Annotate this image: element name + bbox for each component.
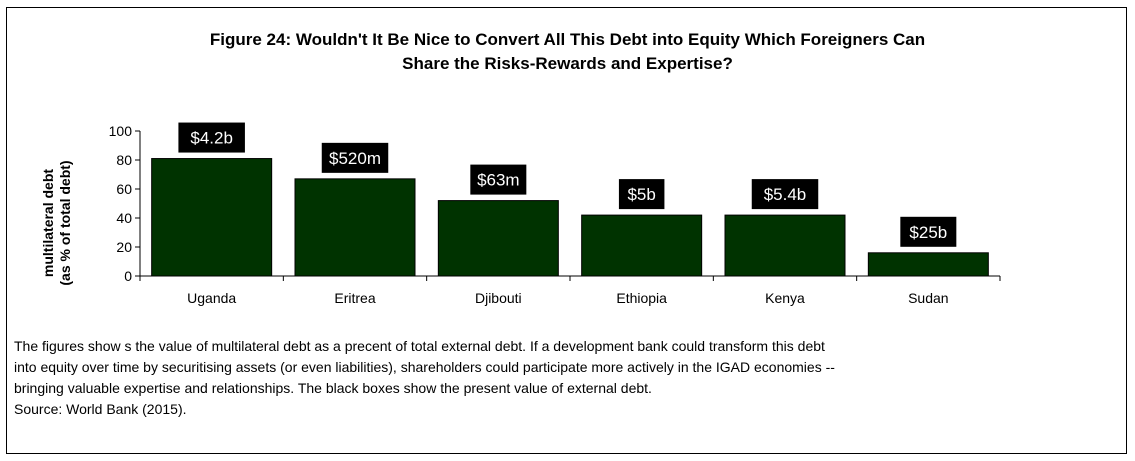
data-label: $520m [329,149,381,168]
y-tick-label: 40 [116,210,132,226]
data-label: $63m [477,171,520,190]
y-tick-label: 20 [116,239,132,255]
data-label-box [751,179,819,210]
caption-line-3: bringing valuable expertise and relation… [14,380,652,396]
bar [151,158,273,277]
data-label-box [900,216,957,247]
y-tick-label: 100 [109,123,133,139]
data-label-box [321,142,389,173]
x-tick-label: Uganda [187,290,236,306]
y-tick-label: 0 [124,268,132,284]
chart-title: Figure 24: Wouldn't It Be Nice to Conver… [0,28,1135,76]
data-label: $5b [627,185,655,204]
bar [724,214,846,277]
bar [437,200,559,277]
caption-line-2: into equity over time by securitising as… [14,359,835,375]
data-label-box [470,164,527,195]
bar [867,252,989,277]
data-label: $4.2b [190,129,233,148]
chart-title-line-1: Figure 24: Wouldn't It Be Nice to Conver… [209,30,926,49]
chart-title-line-2: Share the Risks-Rewards and Expertise? [402,54,733,73]
caption-line-1: The figures show s the value of multilat… [14,338,825,354]
figure-caption: The figures show s the value of multilat… [14,336,1119,420]
bar [294,178,416,277]
data-label-box [178,122,245,153]
y-tick-label: 60 [116,181,132,197]
x-tick-label: Eritrea [334,290,375,306]
data-label: $5.4b [764,185,807,204]
bar [581,214,703,277]
x-tick-label: Sudan [908,290,948,306]
data-label: $25b [909,223,947,242]
data-label-box [618,179,665,210]
x-tick-label: Djibouti [475,290,522,306]
y-tick-label: 80 [116,152,132,168]
caption-line-4: Source: World Bank (2015). [14,401,187,417]
x-tick-label: Kenya [765,290,805,306]
x-tick-label: Ethiopia [616,290,667,306]
